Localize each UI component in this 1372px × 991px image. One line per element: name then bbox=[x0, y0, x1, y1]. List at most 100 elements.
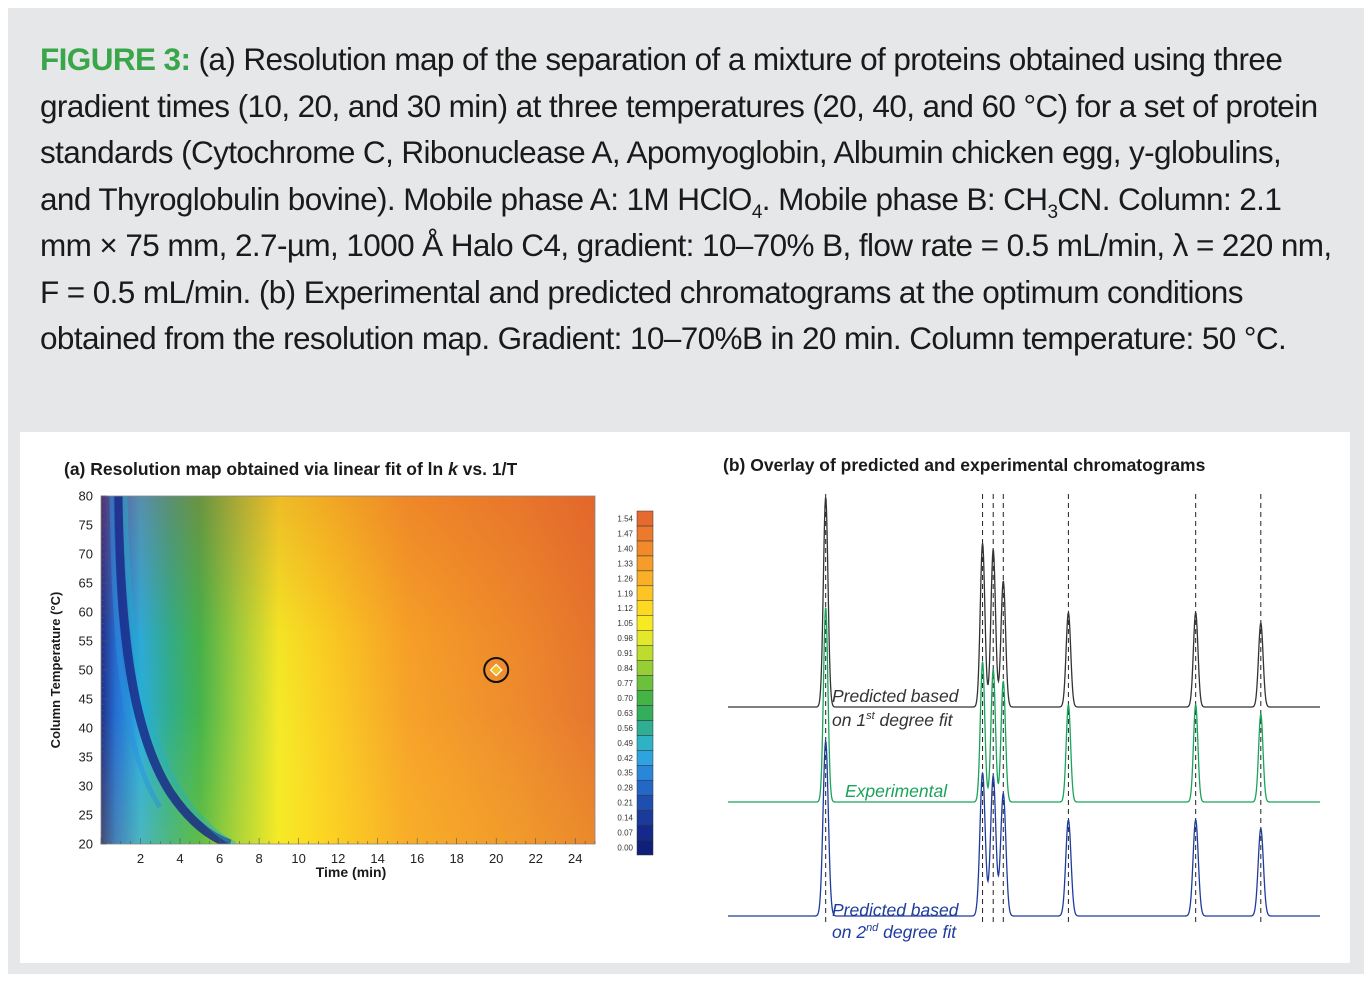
colorbar-tick-label: 1.47 bbox=[617, 529, 633, 538]
y-tick-label: 80 bbox=[79, 489, 93, 504]
colorbar-tick-label: 1.33 bbox=[617, 559, 633, 568]
x-tick-label: 20 bbox=[489, 851, 503, 866]
colorbar-tick-label: 0.77 bbox=[617, 679, 633, 688]
caption-subscript-2: 3 bbox=[1047, 201, 1058, 223]
colorbar-swatch bbox=[636, 675, 654, 691]
chromatogram-title: (b) Overlay of predicted and experimenta… bbox=[723, 455, 1206, 475]
colorbar-swatch bbox=[636, 765, 654, 781]
x-tick-label: 12 bbox=[331, 851, 345, 866]
y-tick-label: 75 bbox=[79, 518, 93, 533]
heatmap-tick-labels: 2 4 6 8 10 12 14 16 18 20 22 2420253035404550556065… bbox=[79, 489, 583, 867]
colorbar-swatch bbox=[636, 600, 654, 616]
colorbar-swatch bbox=[636, 525, 654, 542]
y-tick-label: 40 bbox=[79, 721, 93, 736]
colorbar-swatch bbox=[636, 839, 654, 856]
colorbar-tick-label: 0.49 bbox=[617, 739, 633, 748]
colorbar-tick-label: 0.70 bbox=[617, 694, 633, 703]
colorbar-swatch bbox=[636, 570, 654, 587]
experimental-trace bbox=[728, 607, 1320, 803]
series-label-predicted-2nd-line2: on 2nd degree fit bbox=[832, 922, 957, 942]
series-label-experimental: Experimental bbox=[845, 781, 948, 801]
charts-svg: (a) Resolution map obtained via linear f… bbox=[48, 455, 1320, 942]
y-tick-label: 25 bbox=[79, 808, 93, 823]
colorbar-tick-label: 0.00 bbox=[617, 844, 633, 853]
colorbar-tick-label: 0.21 bbox=[617, 799, 633, 808]
colorbar-swatch bbox=[636, 690, 654, 706]
optimum-ring bbox=[483, 657, 510, 683]
y-tick-label: 50 bbox=[79, 663, 93, 678]
colorbar-swatch bbox=[636, 794, 654, 811]
colorbar-tick-label: 0.28 bbox=[617, 784, 633, 793]
x-tick-label: 4 bbox=[176, 851, 183, 866]
x-tick-label: 10 bbox=[291, 851, 305, 866]
colorbar-swatch bbox=[636, 510, 654, 527]
figure-label: FIGURE 3: bbox=[40, 41, 191, 77]
colorbar-tick-label: 1.19 bbox=[617, 589, 633, 598]
colorbar-swatch bbox=[636, 824, 654, 841]
colorbar-tick-label: 0.07 bbox=[617, 829, 633, 838]
colorbar-swatch bbox=[636, 779, 654, 796]
series-label-predicted-1st-line1: Predicted based bbox=[832, 686, 960, 706]
colorbar-swatch bbox=[636, 705, 654, 721]
colorbar-tick-label: 0.35 bbox=[617, 769, 633, 778]
y-tick-label: 35 bbox=[79, 750, 93, 765]
x-tick-label: 22 bbox=[528, 851, 542, 866]
x-tick-label: 18 bbox=[449, 851, 463, 866]
colorbar-tick-label: 1.54 bbox=[617, 514, 633, 523]
colorbar-swatch bbox=[636, 750, 654, 766]
predicted-1st-trace bbox=[728, 497, 1320, 708]
colorbar-tick-label: 1.05 bbox=[617, 619, 633, 628]
caption-text-1: (a) Resolution map of the separation of … bbox=[40, 41, 1318, 217]
x-tick-label: 14 bbox=[370, 851, 384, 866]
predicted-2nd-trace bbox=[728, 739, 1320, 917]
colorbar-tick-label: 1.40 bbox=[617, 544, 633, 553]
colorbar-tick-label: 0.98 bbox=[617, 634, 633, 643]
y-tick-label: 20 bbox=[79, 837, 93, 852]
colorbar-tick-label: 0.91 bbox=[617, 649, 633, 658]
colorbar-swatch bbox=[636, 735, 654, 751]
colorbar-tick-label: 0.14 bbox=[617, 814, 633, 823]
colorbar-swatch bbox=[636, 540, 654, 557]
colorbar-swatch bbox=[636, 630, 654, 646]
colorbar-tick-label: 0.84 bbox=[617, 664, 633, 673]
heatmap-title: (a) Resolution map obtained via linear f… bbox=[64, 459, 517, 479]
heatmap-area bbox=[101, 496, 595, 844]
colorbar-swatch bbox=[636, 809, 654, 826]
colorbar-swatch bbox=[636, 585, 654, 601]
series-label-predicted-1st-line2: on 1st degree fit bbox=[832, 710, 954, 730]
y-tick-label: 45 bbox=[79, 692, 93, 707]
colorbar-tick-label: 1.12 bbox=[617, 604, 633, 613]
x-tick-label: 6 bbox=[216, 851, 223, 866]
x-tick-label: 16 bbox=[410, 851, 424, 866]
colorbar: 0.00 0.07 0.14 0.21 0.28 0.35 0.42 0.49 0.56 0.63… bbox=[617, 510, 654, 856]
chromatogram-plot bbox=[728, 494, 1320, 924]
y-tick-label: 55 bbox=[79, 634, 93, 649]
optimum-point bbox=[489, 663, 503, 677]
y-tick-label: 65 bbox=[79, 576, 93, 591]
colorbar-tick-label: 0.63 bbox=[617, 709, 633, 718]
x-tick-label: 24 bbox=[568, 851, 582, 866]
colorbar-swatch bbox=[636, 720, 654, 736]
optimum-marker bbox=[483, 657, 510, 683]
series-label-predicted-2nd-line1: Predicted based bbox=[832, 900, 960, 920]
colorbar-tick-label: 0.42 bbox=[617, 754, 633, 763]
colorbar-tick-label: 1.26 bbox=[617, 574, 633, 583]
y-tick-label: 60 bbox=[79, 605, 93, 620]
caption-text-3: CN. Column: 2.1 mm × 75 mm, 2.7-µm, 1000… bbox=[40, 180, 1332, 357]
colorbar-swatch bbox=[636, 660, 654, 676]
colorbar-tick-label: 0.56 bbox=[617, 724, 633, 733]
heatmap-xlabel: Time (min) bbox=[316, 864, 387, 880]
caption-subscript-1: 4 bbox=[751, 201, 763, 223]
figure-panel: (a) Resolution map obtained via linear f… bbox=[20, 432, 1350, 963]
caption-text-2: . Mobile phase B: CH bbox=[761, 180, 1048, 217]
figure-caption: FIGURE 3: (a) Resolution map of the sepa… bbox=[40, 36, 1340, 362]
colorbar-swatch bbox=[636, 615, 654, 631]
y-tick-label: 30 bbox=[79, 779, 93, 794]
colorbar-swatch bbox=[636, 645, 654, 661]
heatmap-ylabel: Column Temperature (°C) bbox=[48, 592, 63, 749]
heatmap-ticks bbox=[100, 495, 596, 845]
x-tick-label: 8 bbox=[255, 851, 262, 866]
x-tick-label: 2 bbox=[137, 851, 144, 866]
y-tick-label: 70 bbox=[79, 547, 93, 562]
colorbar-swatch bbox=[636, 555, 654, 572]
